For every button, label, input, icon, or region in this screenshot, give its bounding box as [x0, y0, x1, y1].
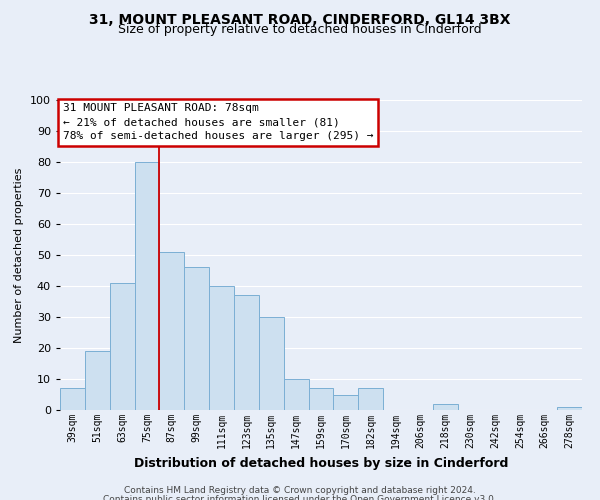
Bar	[557, 407, 582, 410]
Text: Contains HM Land Registry data © Crown copyright and database right 2024.: Contains HM Land Registry data © Crown c…	[124, 486, 476, 495]
Bar	[160, 252, 184, 410]
Bar	[433, 404, 458, 410]
Bar	[134, 162, 160, 410]
Y-axis label: Number of detached properties: Number of detached properties	[14, 168, 25, 342]
Bar	[110, 283, 134, 410]
Bar	[209, 286, 234, 410]
Bar	[259, 317, 284, 410]
Bar	[334, 394, 358, 410]
Bar	[184, 268, 209, 410]
Text: 31 MOUNT PLEASANT ROAD: 78sqm
← 21% of detached houses are smaller (81)
78% of s: 31 MOUNT PLEASANT ROAD: 78sqm ← 21% of d…	[62, 103, 373, 141]
Bar	[358, 388, 383, 410]
Bar	[308, 388, 334, 410]
Bar	[284, 379, 308, 410]
Text: Distribution of detached houses by size in Cinderford: Distribution of detached houses by size …	[134, 458, 508, 470]
Bar	[60, 388, 85, 410]
Text: Size of property relative to detached houses in Cinderford: Size of property relative to detached ho…	[118, 24, 482, 36]
Text: 31, MOUNT PLEASANT ROAD, CINDERFORD, GL14 3BX: 31, MOUNT PLEASANT ROAD, CINDERFORD, GL1…	[89, 12, 511, 26]
Bar	[234, 296, 259, 410]
Text: Contains public sector information licensed under the Open Government Licence v3: Contains public sector information licen…	[103, 495, 497, 500]
Bar	[85, 351, 110, 410]
